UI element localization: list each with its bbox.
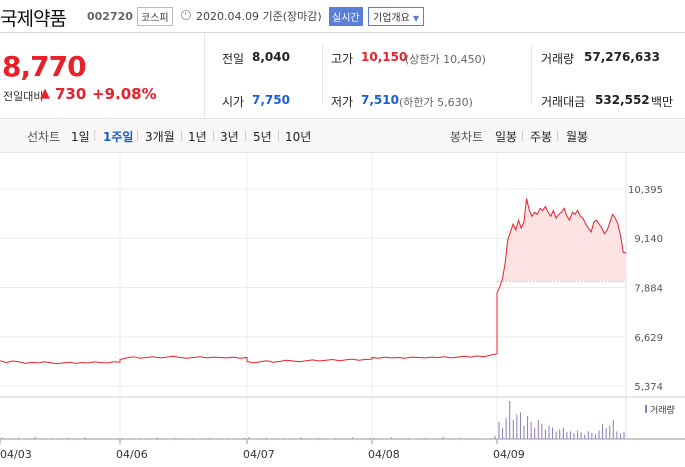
volume-legend-label: 거래량 [650, 404, 675, 416]
divider [531, 45, 532, 105]
divider [213, 130, 214, 141]
y-tick-label: 6,629 [634, 333, 663, 344]
clock-icon [181, 10, 191, 20]
low-label: 저가 [331, 95, 354, 109]
tab-10y[interactable]: 10년 [285, 130, 312, 144]
realtime-button[interactable]: 실시간 [329, 7, 363, 26]
upper-limit-text: (상한가 10,450) [405, 53, 486, 66]
tab-3m[interactable]: 3개월 [145, 130, 175, 144]
divider [245, 130, 246, 141]
divider [278, 130, 279, 141]
tab-weekly-candle[interactable]: 주봉 [530, 130, 553, 144]
high-value: 10,150 [361, 50, 408, 64]
price-series-line [0, 198, 627, 365]
y-tick-label: 5,374 [634, 382, 663, 393]
open-label: 시가 [222, 95, 245, 109]
candle-chart-label: 봉차트 [450, 130, 484, 144]
current-price: 8,770 [2, 50, 87, 83]
line-chart-label: 선차트 [27, 130, 61, 144]
corp-info-label: 기업개요 [373, 13, 410, 24]
tab-5y[interactable]: 5년 [253, 130, 272, 144]
price-panel [0, 33, 205, 118]
low-value: 7,510 [361, 93, 399, 107]
prev-close-label: 전일 [222, 52, 245, 66]
divider [94, 130, 95, 141]
price-change-percent: +9.08% [92, 85, 157, 103]
open-value: 7,750 [252, 93, 290, 107]
high-label: 고가 [331, 52, 354, 66]
divider [557, 130, 558, 141]
tab-3y[interactable]: 3년 [220, 130, 239, 144]
x-tick-label: 04/03 [0, 448, 32, 461]
chevron-down-icon: ▼ [413, 14, 420, 23]
price-change: 730 [55, 85, 87, 103]
x-tick-label: 04/07 [243, 448, 275, 461]
amount-label: 거래대금 [541, 95, 586, 109]
vs-prev-label: 전일대비 [3, 90, 44, 103]
chart-tabs-bar [0, 118, 685, 153]
price-fill-area [497, 198, 626, 282]
volume-legend-swatch [645, 405, 647, 413]
divider [322, 45, 323, 105]
amount-unit: 백만 [651, 95, 674, 109]
market-badge: 코스피 [137, 7, 173, 26]
tab-monthly-candle[interactable]: 월봉 [566, 130, 589, 144]
volume-value: 57,276,633 [584, 50, 660, 64]
up-triangle-icon: ▲ [40, 86, 50, 101]
tab-1d[interactable]: 1일 [71, 130, 90, 144]
stock-header [0, 0, 685, 33]
divider [181, 130, 182, 141]
y-tick-label: 7,884 [634, 284, 663, 295]
y-tick-label: 10,395 [628, 185, 663, 196]
prev-close-value: 8,040 [252, 50, 290, 64]
tab-1w[interactable]: 1주일 [103, 130, 134, 144]
date-text: 2020.04.09 기준(장마감) [196, 10, 322, 23]
amount-value: 532,552 [595, 93, 650, 107]
stock-name: 국제약품 [0, 8, 67, 30]
x-tick-label: 04/06 [116, 448, 148, 461]
x-tick-label: 04/08 [368, 448, 400, 461]
tab-daily-candle[interactable]: 일봉 [495, 130, 518, 144]
price-chart[interactable]: 10,395 9,140 7,884 6,629 5,374 04/03 04/06 04/0… [0, 152, 685, 467]
corp-info-dropdown[interactable]: 기업개요 ▼ [368, 7, 425, 26]
stock-code: 002720 [87, 10, 133, 23]
divider [522, 130, 523, 141]
x-tick-label: 04/09 [493, 448, 525, 461]
volume-label: 거래량 [541, 52, 575, 66]
tab-1y[interactable]: 1년 [188, 130, 207, 144]
y-tick-label: 9,140 [634, 234, 663, 245]
divider [137, 130, 138, 141]
lower-limit-text: (하한가 5,630) [399, 96, 473, 109]
